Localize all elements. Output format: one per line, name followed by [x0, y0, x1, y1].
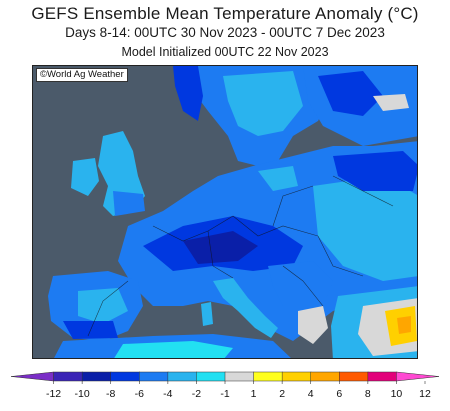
colorbar-tick-label: 4: [308, 388, 314, 400]
colorbar-bin: [396, 371, 440, 382]
colorbar-tick-label: -2: [192, 388, 201, 400]
colorbar-bin: [281, 371, 312, 382]
baltic-patch: [258, 166, 298, 191]
map-title: GEFS Ensemble Mean Temperature Anomaly (…: [31, 4, 419, 23]
colorbar-bin: [253, 371, 283, 382]
alps-cold-core: [183, 231, 258, 264]
colorbar-tick-label: 1: [251, 388, 257, 400]
colorbar-bin: [196, 371, 226, 382]
greece: [298, 306, 328, 344]
ireland: [71, 158, 99, 196]
norway-west-coast: [173, 66, 203, 121]
iberia-interior-mild: [78, 288, 128, 324]
colorbar-bin: [110, 371, 140, 382]
map-credit: ©World Ag Weather: [36, 68, 128, 82]
colorbar-bin: [139, 371, 169, 382]
sardinia: [201, 302, 213, 326]
italian-peninsula: [213, 278, 278, 338]
colorbar-tick-label: -12: [46, 388, 61, 400]
colorbar-tick-label: -1: [220, 388, 229, 400]
colorbar-tick-label: 10: [391, 388, 403, 400]
colorbar-tick-label: 12: [419, 388, 431, 400]
colorbar-tick-label: -8: [106, 388, 115, 400]
arctic-russia-cold-core: [318, 71, 383, 116]
russia-east-cold: [333, 151, 417, 191]
colorbar-bin: [339, 371, 369, 382]
colorbar-tick-label: -10: [75, 388, 90, 400]
balkans: [268, 261, 333, 321]
colorbar-tick-label: 2: [279, 388, 285, 400]
country-borders: [87, 175, 394, 337]
model-init-label: Model Initialized 00UTC 22 Nov 2023: [121, 45, 329, 59]
colorbar-bin: [53, 371, 83, 382]
date-range-subtitle: Days 8-14: 00UTC 30 Nov 2023 - 00UTC 7 D…: [65, 25, 385, 40]
eastern-europe-milder: [313, 176, 417, 281]
turkey-hot-spot: [397, 316, 411, 334]
colorbar-tick-label: 6: [336, 388, 342, 400]
colorbar-bin: [310, 371, 340, 382]
colorbar-bin: [367, 371, 398, 382]
colorbar-bin: [81, 371, 112, 382]
colorbar-bin: [167, 371, 198, 382]
great-britain-south: [113, 191, 145, 216]
colorbar-tick-label: -6: [135, 388, 144, 400]
colorbar-bin: [224, 371, 255, 382]
colorbar-tick-label: 8: [365, 388, 371, 400]
europe-map-graphic: [48, 66, 417, 358]
colorbar-bin: [10, 371, 54, 382]
title-block: GEFS Ensemble Mean Temperature Anomaly (…: [0, 4, 450, 60]
colorbar-legend: -12 -10 -8 -6 -4 -2 -1 1 2 4 6 8 10 12: [10, 371, 440, 400]
anomaly-map: ©World Ag Weather: [32, 65, 418, 359]
north-africa-milder: [114, 341, 233, 358]
northeast-warm-patch: [373, 94, 409, 111]
colorbar-tick-label: -4: [163, 388, 172, 400]
sweden-finland-region: [223, 71, 303, 136]
